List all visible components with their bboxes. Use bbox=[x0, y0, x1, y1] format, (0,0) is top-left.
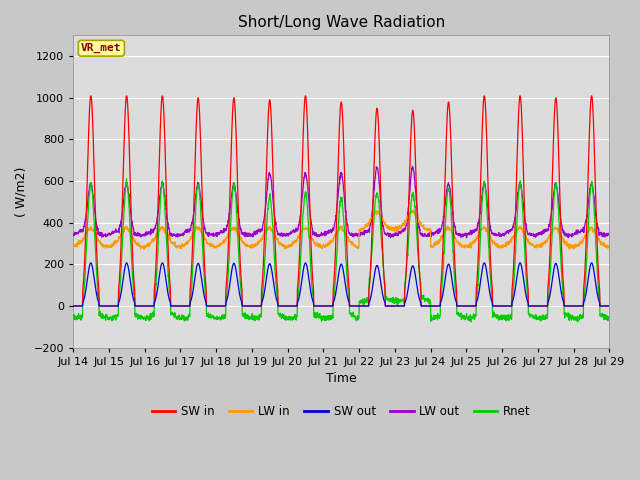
Y-axis label: ( W/m2): ( W/m2) bbox=[15, 166, 28, 216]
Legend: SW in, LW in, SW out, LW out, Rnet: SW in, LW in, SW out, LW out, Rnet bbox=[147, 400, 536, 423]
Title: Short/Long Wave Radiation: Short/Long Wave Radiation bbox=[237, 15, 445, 30]
X-axis label: Time: Time bbox=[326, 372, 356, 385]
Text: VR_met: VR_met bbox=[81, 43, 122, 53]
